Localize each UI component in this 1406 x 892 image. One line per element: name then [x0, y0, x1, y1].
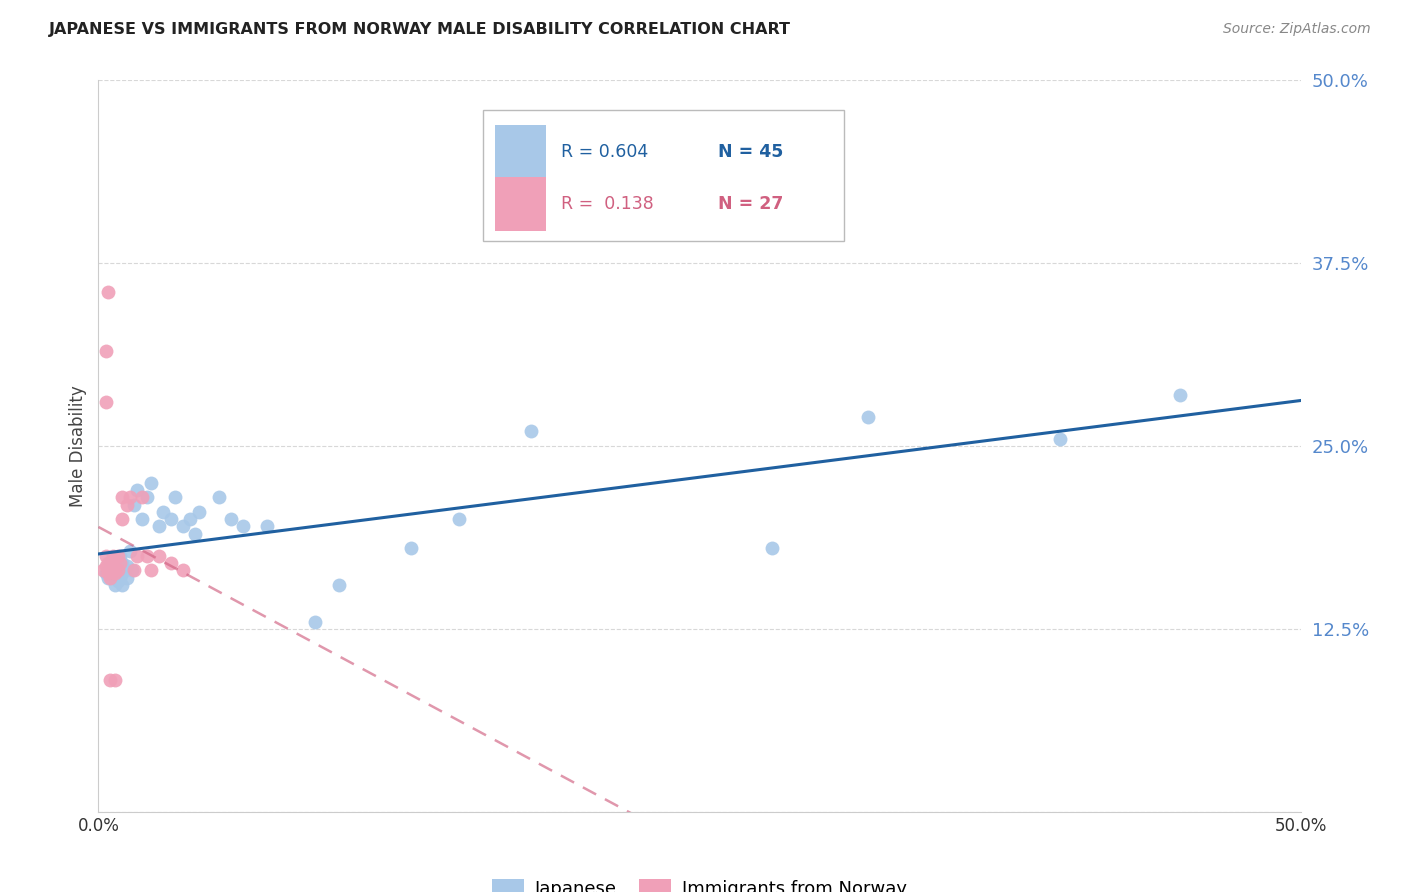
Point: [104, 566, 127, 581]
Point: [141, 475, 163, 490]
Point: [125, 549, 148, 563]
FancyBboxPatch shape: [495, 125, 546, 178]
Point: [165, 490, 187, 504]
Point: [447, 512, 470, 526]
Point: [172, 519, 194, 533]
Point: [100, 556, 122, 570]
Point: [148, 549, 170, 563]
Point: [111, 512, 134, 526]
Point: [111, 556, 134, 570]
Point: [328, 578, 350, 592]
Text: R =  0.138: R = 0.138: [561, 195, 654, 213]
Point: [104, 673, 127, 687]
Point: [520, 425, 543, 439]
Point: [94, 566, 117, 581]
Point: [1170, 388, 1192, 402]
Point: [117, 571, 139, 585]
Point: [104, 553, 127, 567]
Point: [131, 490, 153, 504]
Point: [91, 563, 114, 577]
Text: N = 45: N = 45: [717, 143, 783, 161]
Point: [124, 563, 146, 577]
Point: [179, 512, 201, 526]
Point: [117, 558, 139, 573]
Point: [101, 549, 124, 563]
Point: [118, 544, 141, 558]
Point: [148, 519, 170, 533]
Point: [256, 519, 278, 533]
Point: [108, 549, 131, 563]
Point: [117, 498, 139, 512]
FancyBboxPatch shape: [484, 110, 844, 241]
Point: [108, 556, 131, 570]
Point: [118, 490, 141, 504]
Point: [100, 571, 122, 585]
Point: [159, 556, 181, 570]
Point: [208, 490, 231, 504]
Point: [111, 578, 134, 592]
Point: [135, 549, 157, 563]
Point: [111, 490, 134, 504]
Point: [101, 558, 124, 573]
Point: [101, 558, 124, 573]
Point: [232, 519, 254, 533]
Point: [304, 615, 326, 629]
Legend: Japanese, Immigrants from Norway: Japanese, Immigrants from Norway: [485, 872, 914, 892]
Point: [101, 566, 124, 581]
Point: [399, 541, 422, 556]
Point: [135, 490, 157, 504]
Point: [97, 566, 120, 581]
Point: [100, 673, 122, 687]
Y-axis label: Male Disability: Male Disability: [69, 385, 87, 507]
Text: N = 27: N = 27: [717, 195, 783, 213]
Point: [100, 563, 122, 577]
Point: [100, 560, 122, 574]
Point: [94, 395, 117, 409]
Point: [97, 556, 120, 570]
FancyBboxPatch shape: [495, 178, 546, 231]
Point: [107, 563, 129, 577]
Point: [107, 549, 129, 563]
Point: [111, 566, 134, 581]
Point: [183, 526, 205, 541]
Point: [121, 563, 143, 577]
Text: Source: ZipAtlas.com: Source: ZipAtlas.com: [1223, 22, 1371, 37]
Point: [219, 512, 242, 526]
Point: [159, 512, 181, 526]
Point: [152, 505, 174, 519]
Point: [188, 505, 211, 519]
Point: [172, 563, 194, 577]
Point: [141, 563, 163, 577]
Point: [108, 571, 131, 585]
Point: [104, 578, 127, 592]
Point: [107, 574, 129, 588]
Point: [125, 483, 148, 497]
Point: [107, 563, 129, 577]
Point: [97, 571, 120, 585]
Point: [94, 343, 117, 358]
Point: [856, 409, 879, 424]
Text: R = 0.604: R = 0.604: [561, 143, 648, 161]
Point: [1049, 432, 1071, 446]
Point: [97, 285, 120, 300]
Point: [761, 541, 783, 556]
Point: [94, 549, 117, 563]
Point: [131, 512, 153, 526]
Point: [124, 498, 146, 512]
Text: JAPANESE VS IMMIGRANTS FROM NORWAY MALE DISABILITY CORRELATION CHART: JAPANESE VS IMMIGRANTS FROM NORWAY MALE …: [49, 22, 792, 37]
Point: [94, 558, 117, 573]
